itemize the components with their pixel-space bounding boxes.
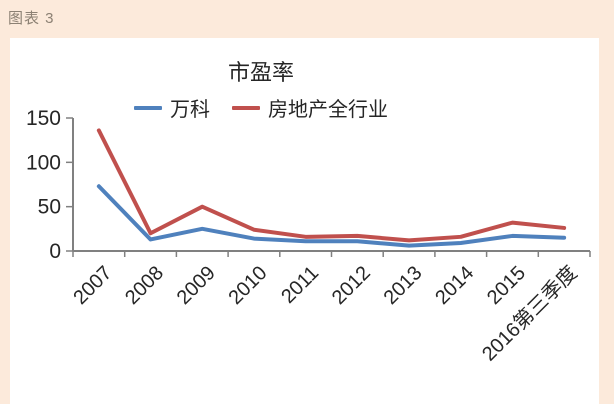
x-category-label: 2011 xyxy=(277,262,323,308)
x-category-label: 2007 xyxy=(69,262,116,309)
y-tick-label: 150 xyxy=(26,107,61,130)
x-category-label: 2009 xyxy=(173,262,220,309)
vanke-series-line xyxy=(96,184,567,248)
x-category-label: 2010 xyxy=(224,262,271,309)
y-tick-label: 100 xyxy=(26,151,61,174)
x-category-label: 2012 xyxy=(328,262,375,309)
y-tick-label: 0 xyxy=(49,240,61,263)
figure-caption: 图表 3 xyxy=(8,10,55,27)
legend-label-vanke: 万科 xyxy=(170,99,210,121)
industry-line-swatch-icon xyxy=(232,105,260,110)
x-category-label: 2008 xyxy=(121,262,168,309)
chart-legend: 万科 房地产全行业 xyxy=(10,93,512,122)
industry-series-line xyxy=(96,128,567,243)
legend-item-vanke: 万科 xyxy=(134,93,210,122)
x-category-label: 2014 xyxy=(431,262,478,309)
vanke-line-swatch-icon xyxy=(134,105,162,110)
legend-item-industry: 房地产全行业 xyxy=(232,93,388,122)
y-tick-label: 50 xyxy=(38,196,61,219)
chart-panel: 市盈率 万科 房地产全行业 0 50 100 150 2007 2008 2009 2010 2… xyxy=(10,38,599,404)
legend-label-industry: 房地产全行业 xyxy=(268,99,388,121)
x-category-label: 2016第三季度 xyxy=(477,261,581,365)
chart-title: 市盈率 xyxy=(227,60,294,85)
x-category-label: 2015 xyxy=(483,262,530,309)
x-category-label: 2013 xyxy=(380,262,427,309)
